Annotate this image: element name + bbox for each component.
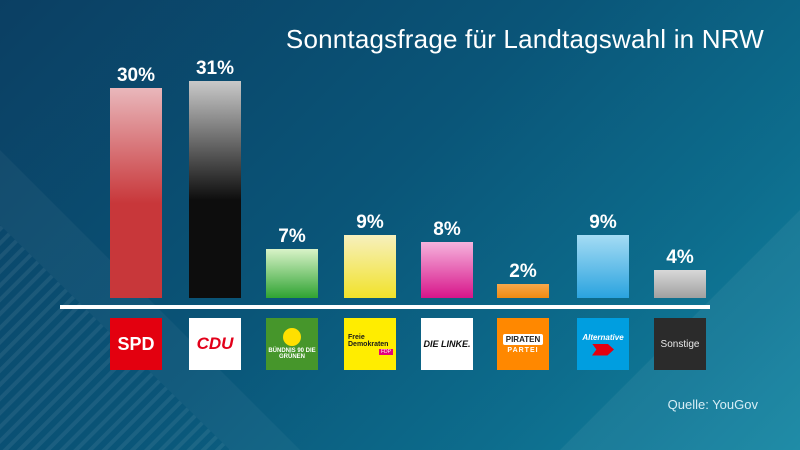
fdp-logo: Freie Demokraten FDP — [344, 318, 396, 370]
cdu-logo-text: CDU — [196, 334, 234, 353]
bar-value-label-fdp: 9% — [356, 212, 384, 233]
bar-gruene — [266, 249, 318, 298]
sonstige-logo: Sonstige — [654, 318, 706, 370]
source-note: Quelle: YouGov — [667, 397, 758, 412]
piraten-logo-line2: PARTEI — [507, 347, 539, 354]
bar-chart: 30% 31% 7% 9% 8% 2% 9% 4% — [110, 58, 706, 298]
fdp-logo-line2: Demokraten — [348, 340, 389, 348]
sonstige-logo-text: Sonstige — [660, 338, 700, 350]
bar-afd — [577, 235, 629, 298]
bar-value-label-afd: 9% — [589, 212, 617, 233]
bar-value-label-sonstige: 4% — [666, 247, 694, 268]
bar-value-label-linke: 8% — [433, 219, 461, 240]
bar-fdp — [344, 235, 396, 298]
bar-spd — [110, 88, 162, 298]
piraten-logo: PIRATEN PARTEI — [497, 318, 549, 370]
fdp-logo-line3: FDP — [379, 348, 393, 355]
bar-value-label-piraten: 2% — [509, 261, 537, 282]
spd-logo-text: SPD — [117, 333, 155, 354]
sunflower-icon — [283, 328, 301, 346]
afd-logo-line1: Alternative — [582, 332, 624, 342]
cdu-logo: CDU — [189, 318, 241, 370]
bar-linke — [421, 242, 473, 298]
bar-piraten — [497, 284, 549, 298]
fdp-logo-line1: Freie — [348, 333, 365, 341]
bar-cdu — [189, 81, 241, 298]
afd-logo: Alternative — [577, 318, 629, 370]
bar-value-label-cdu: 31% — [196, 58, 234, 79]
bar-value-label-spd: 30% — [117, 65, 155, 86]
bar-sonstige — [654, 270, 706, 298]
linke-logo: DIE LINKE. — [421, 318, 473, 370]
linke-logo-text: DIE LINKE. — [423, 339, 471, 349]
spd-logo: SPD — [110, 318, 162, 370]
gruene-logo-text: BÜNDNIS 90 DIE GRÜNEN — [268, 348, 316, 360]
chart-baseline — [60, 305, 710, 309]
piraten-logo-line1: PIRATEN — [502, 334, 544, 345]
bar-value-label-gruene: 7% — [278, 226, 306, 247]
afd-arrow-icon — [592, 343, 614, 356]
gruene-logo: BÜNDNIS 90 DIE GRÜNEN — [266, 318, 318, 370]
chart-title: Sonntagsfrage für Landtagswahl in NRW — [285, 24, 764, 54]
